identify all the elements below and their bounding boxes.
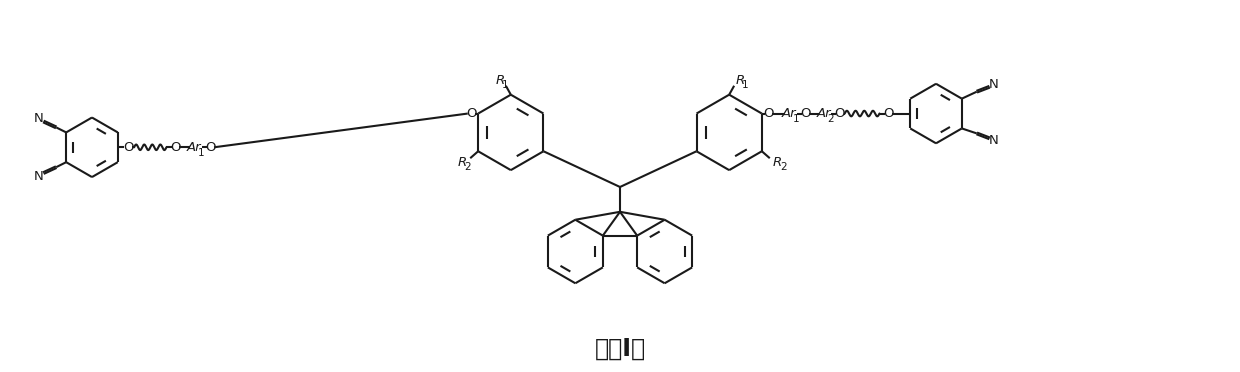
Text: R: R	[458, 155, 467, 169]
Text: O: O	[835, 107, 844, 120]
Text: R: R	[735, 74, 745, 87]
Text: O: O	[883, 107, 894, 120]
Text: R: R	[773, 155, 782, 169]
Text: N: N	[33, 112, 43, 125]
Text: 1: 1	[743, 80, 749, 90]
Text: 式（Ⅰ）: 式（Ⅰ）	[594, 337, 646, 361]
Text: 1: 1	[502, 80, 508, 90]
Text: Ar: Ar	[782, 107, 796, 120]
Text: O: O	[205, 141, 216, 154]
Text: N: N	[990, 134, 999, 147]
Text: O: O	[800, 107, 810, 120]
Text: O: O	[466, 107, 476, 120]
Text: 1: 1	[792, 114, 800, 124]
Text: O: O	[764, 107, 774, 120]
Text: O: O	[170, 141, 181, 154]
Text: N: N	[33, 170, 43, 183]
Text: R: R	[495, 74, 505, 87]
Text: Ar: Ar	[187, 141, 201, 154]
Text: O: O	[124, 141, 134, 154]
Text: 1: 1	[197, 148, 205, 158]
Text: Ar: Ar	[817, 107, 831, 120]
Text: 2: 2	[780, 162, 786, 171]
Text: 2: 2	[827, 114, 835, 124]
Text: 2: 2	[465, 162, 471, 171]
Text: N: N	[990, 78, 999, 91]
